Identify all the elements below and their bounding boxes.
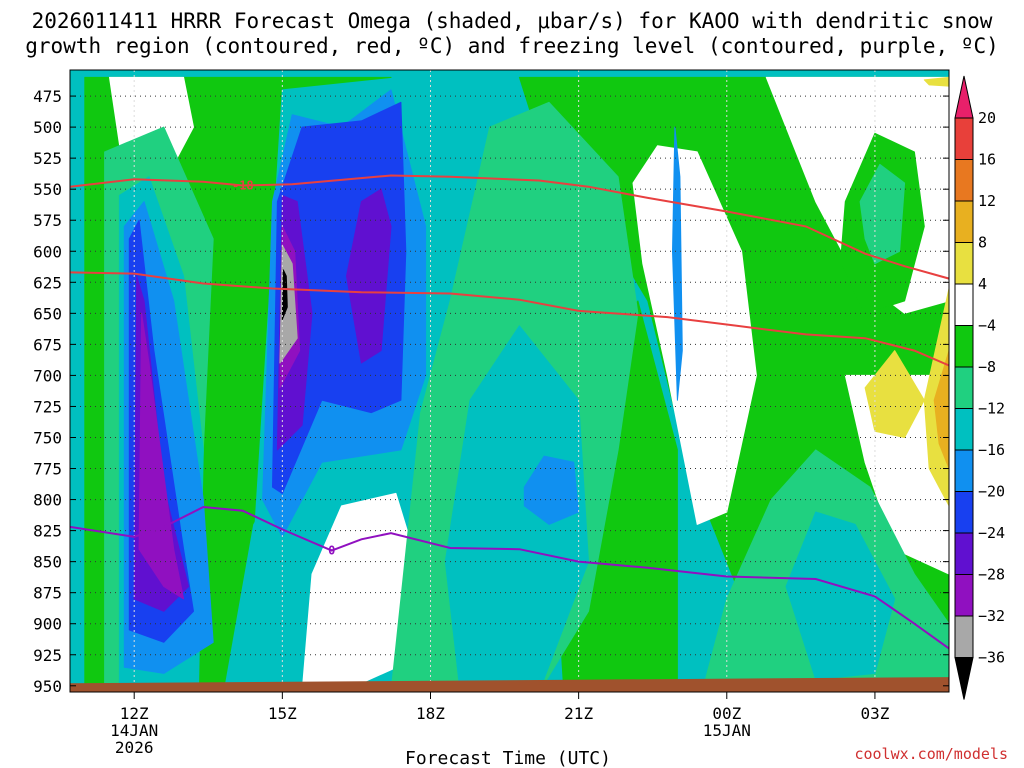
grid-lines xyxy=(70,70,949,692)
y-tick-label: 750 xyxy=(33,428,62,447)
shade-region-moderate-rising-east-pocket xyxy=(859,163,906,265)
colorbar-box xyxy=(954,491,974,534)
colorbar-box xyxy=(954,283,974,326)
x-tick-label: 21Z xyxy=(564,704,593,723)
colorbar-label: −12 xyxy=(978,400,1005,418)
y-tick-label: 950 xyxy=(33,677,62,696)
colorbar-box xyxy=(954,449,974,492)
ground-surface xyxy=(70,677,949,692)
colorbar: 20 16 12 8 4 −4 −8 −12 −16 −20 −24 −28 −32 −36 xyxy=(954,75,1005,700)
y-tick-label: 650 xyxy=(33,304,62,323)
y-tick-label: 525 xyxy=(33,149,62,168)
shade-region-intense-rising-west xyxy=(138,312,185,600)
colorbar-label: 20 xyxy=(978,109,996,127)
chart-title-line-1: 2026011411 HRRR Forecast Omega (shaded, … xyxy=(32,9,993,33)
chart-title-line-2: growth region (contoured, red, ºC) and f… xyxy=(25,34,999,58)
colorbar-label: −20 xyxy=(978,483,1005,501)
y-tick-label: 825 xyxy=(33,522,62,541)
colorbar-label: −8 xyxy=(978,358,996,376)
ground-layer xyxy=(70,677,949,692)
x-tick-label: 15Z xyxy=(268,704,297,723)
y-tick-label: 675 xyxy=(33,335,62,354)
y-tick-label: 475 xyxy=(33,87,62,106)
x-axis-title: Forecast Time (UTC) xyxy=(405,748,611,768)
y-tick-label: 600 xyxy=(33,242,62,261)
colorbar-box xyxy=(954,574,974,617)
colorbar-label: 8 xyxy=(978,234,987,252)
colorbar-label: 4 xyxy=(978,275,987,293)
colorbar-bottom-triangle xyxy=(954,657,974,700)
colorbar-box xyxy=(954,615,974,658)
y-tick-label: 700 xyxy=(33,366,62,385)
x-tick-label: 03Z xyxy=(860,704,889,723)
colorbar-top-triangle xyxy=(954,75,974,119)
y-tick-label: 775 xyxy=(33,460,62,479)
x-tick-label: 00Z xyxy=(712,704,741,723)
shade-region-sinking-east-1 xyxy=(864,350,925,438)
shade-region-very-strong-rising-streak xyxy=(672,126,683,401)
colorbar-box xyxy=(954,159,974,202)
contour-line-0 xyxy=(70,505,949,650)
x-tick-date-label: 15JAN xyxy=(703,721,751,740)
y-tick-label: 800 xyxy=(33,491,62,510)
shade-region-severe-rising-center-upper xyxy=(346,188,392,364)
x-tick-date-label: 14JAN xyxy=(110,721,158,740)
y-tick-label: 575 xyxy=(33,211,62,230)
y-tick-label: 925 xyxy=(33,646,62,665)
y-tick-label: 500 xyxy=(33,118,62,137)
x-tick-year-label: 2026 xyxy=(115,738,154,757)
y-tick-label: 725 xyxy=(33,397,62,416)
colorbar-box xyxy=(954,242,974,285)
plot-area: -18 0 xyxy=(70,70,949,692)
colorbar-box xyxy=(954,200,974,243)
contour-label: -18 xyxy=(232,178,254,192)
contour-line-unlabeled-1 xyxy=(70,271,949,367)
colorbar-box xyxy=(954,366,974,409)
y-axis: 475 500 525 550 575 600 625 650 675 700 725 750 775 8… xyxy=(33,87,949,696)
omega-shading-layer xyxy=(84,76,949,692)
colorbar-box xyxy=(954,325,974,368)
y-tick-label: 850 xyxy=(33,553,62,572)
shade-region-sinking-east-core xyxy=(933,350,949,469)
colorbar-label: −24 xyxy=(978,524,1005,542)
colorbar-label: −32 xyxy=(978,607,1005,625)
colorbar-label: −28 xyxy=(978,566,1005,584)
colorbar-label: −36 xyxy=(978,649,1005,667)
plot-frame xyxy=(69,69,950,693)
colorbar-label: 16 xyxy=(978,151,996,169)
x-tick-label: 12Z xyxy=(120,704,149,723)
colorbar-box xyxy=(954,532,974,575)
shade-region-sinking-east-top xyxy=(923,76,949,87)
contour-line--18 xyxy=(70,174,949,280)
x-tick-label: 18Z xyxy=(416,704,445,723)
colorbar-label: −16 xyxy=(978,441,1005,459)
contour-lines-layer: -18 0 xyxy=(70,174,949,650)
colorbar-box xyxy=(954,408,974,451)
y-tick-label: 550 xyxy=(33,180,62,199)
colorbar-label: −4 xyxy=(978,317,996,335)
credit-text: coolwx.com/models xyxy=(854,745,1008,763)
y-tick-label: 875 xyxy=(33,584,62,603)
shade-region-max-rising-core xyxy=(281,269,288,320)
colorbar-label: 12 xyxy=(978,192,996,210)
y-tick-label: 900 xyxy=(33,615,62,634)
contour-label: 0 xyxy=(328,543,335,557)
colorbar-box xyxy=(954,117,974,160)
shade-region-strong-rising-center-east xyxy=(444,325,589,692)
y-tick-label: 625 xyxy=(33,273,62,292)
